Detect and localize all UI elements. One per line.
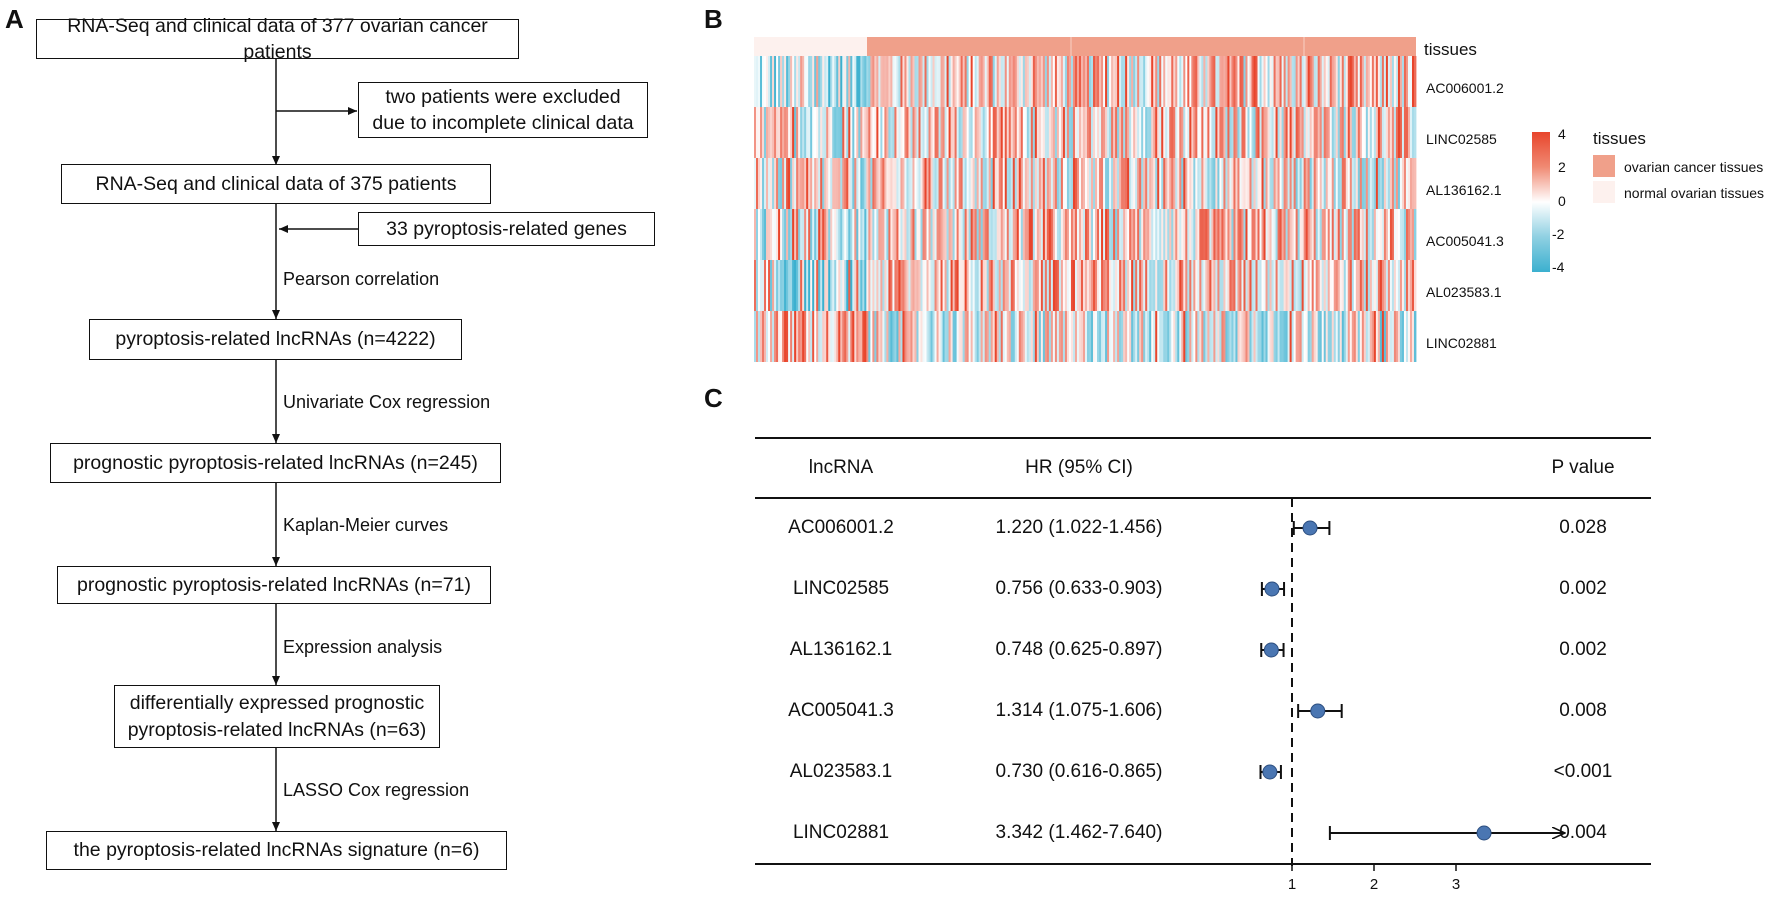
hr-point: [1262, 764, 1278, 780]
flow-box-4222-lncrnas: pyroptosis-related lncRNAs (n=4222): [89, 319, 462, 360]
flow-box-excluded: two patients were excluded due to incomp…: [358, 82, 648, 138]
x-axis-tick-label: 2: [1370, 876, 1378, 893]
x-axis-tick-label: 1: [1288, 876, 1296, 893]
panel-label-a: A: [5, 4, 24, 34]
column-header-p-value: P value: [1551, 457, 1615, 478]
heatmap-row-label: LINC02585: [1426, 131, 1497, 147]
annotation-label-tissues: tissues: [1424, 40, 1477, 59]
row-lncrna-name: AL136162.1: [789, 639, 893, 660]
row-hr-ci: 1.220 (1.022-1.456): [995, 517, 1163, 538]
legend-title: tissues: [1593, 129, 1646, 148]
hr-point: [1310, 703, 1326, 719]
flow-box-pyroptosis-genes: 33 pyroptosis-related genes: [358, 212, 655, 246]
heatmap-row: [754, 107, 1417, 158]
x-axis-tick-label: 3: [1452, 876, 1460, 893]
row-lncrna-name: LINC02881: [792, 822, 890, 843]
flow-step-lasso: LASSO Cox regression: [283, 780, 470, 800]
column-header-hr: HR (95% CI): [1025, 457, 1133, 478]
heatmap-row: [754, 311, 1417, 362]
row-p-value: 0.028: [1559, 517, 1607, 538]
legend-swatch-normal: [1593, 181, 1615, 203]
panel-label-c: C: [704, 383, 723, 413]
row-hr-ci: 1.314 (1.075-1.606): [995, 700, 1163, 721]
column-header-lncrna: lncRNA: [808, 457, 874, 478]
row-hr-ci: 0.756 (0.633-0.903): [995, 578, 1163, 599]
row-lncrna-name: AC005041.3: [788, 700, 894, 721]
color-scale-bar: [1532, 132, 1550, 272]
row-p-value: 0.002: [1559, 639, 1607, 660]
color-scale-tick: -4: [1552, 259, 1565, 275]
heatmap-row: [754, 56, 1417, 107]
row-hr-ci: 0.748 (0.625-0.897): [995, 639, 1163, 660]
row-hr-ci: 3.342 (1.462-7.640): [995, 822, 1163, 843]
forest-plot: 1 2 3: [755, 437, 1651, 893]
heatmap-cells: [754, 56, 1417, 362]
flow-step-univariate: Univariate Cox regression: [283, 392, 491, 412]
heatmap-row: [754, 158, 1417, 209]
annotation-cancer: [867, 37, 1416, 56]
flow-box-63-lncrnas: differentially expressed prognostic pyro…: [114, 685, 440, 748]
heatmap-row: [754, 209, 1417, 260]
row-lncrna-name: AL023583.1: [789, 761, 893, 782]
heatmap-row: [754, 260, 1417, 311]
row-lncrna-name: AC006001.2: [788, 517, 894, 538]
row-hr-ci: 0.730 (0.616-0.865): [995, 761, 1163, 782]
row-p-value: 0.002: [1559, 578, 1607, 599]
hr-point: [1264, 581, 1280, 597]
hr-point: [1476, 825, 1492, 841]
panel-label-b: B: [704, 4, 723, 34]
flow-box-375-patients: RNA-Seq and clinical data of 375 patient…: [61, 164, 491, 204]
flow-step-kaplan-meier: Kaplan-Meier curves: [283, 515, 449, 535]
heatmap-row-label: AC006001.2: [1426, 80, 1504, 96]
hr-point: [1263, 642, 1279, 658]
legend-label-normal: normal ovarian tissues: [1624, 185, 1765, 201]
flow-step-expression: Expression analysis: [283, 637, 443, 657]
hr-point: [1302, 520, 1318, 536]
annotation-normal: [754, 37, 867, 56]
expression-heatmap: [754, 37, 1417, 362]
flow-box-71-lncrnas: prognostic pyroptosis-related lncRNAs (n…: [57, 566, 491, 604]
legend-swatch-cancer: [1593, 155, 1615, 177]
row-p-value: <0.001: [1553, 761, 1613, 782]
heatmap-row-label: LINC02881: [1426, 335, 1497, 351]
color-scale-tick: 0: [1558, 193, 1566, 209]
heatmap-row-label: AL136162.1: [1426, 182, 1502, 198]
heatmap-row-label: AL023583.1: [1426, 284, 1502, 300]
row-p-value: 0.004: [1559, 822, 1607, 843]
row-p-value: 0.008: [1559, 700, 1607, 721]
flow-box-377-patients: RNA-Seq and clinical data of 377 ovarian…: [36, 15, 519, 63]
color-scale-tick: -2: [1552, 226, 1565, 242]
flowchart-arrows: [272, 59, 359, 831]
color-scale-tick: 2: [1558, 159, 1566, 175]
flow-box-signature: the pyroptosis-related lncRNAs signature…: [46, 831, 507, 870]
heatmap-row-label: AC005041.3: [1426, 233, 1504, 249]
legend-label-cancer: ovarian cancer tissues: [1624, 159, 1764, 175]
row-lncrna-name: LINC02585: [792, 578, 890, 599]
tissue-annotation-bar: [754, 37, 1416, 56]
flow-step-pearson: Pearson correlation: [283, 269, 440, 289]
color-scale-tick: 4: [1558, 126, 1566, 142]
flow-box-245-lncrnas: prognostic pyroptosis-related lncRNAs (n…: [50, 443, 501, 483]
